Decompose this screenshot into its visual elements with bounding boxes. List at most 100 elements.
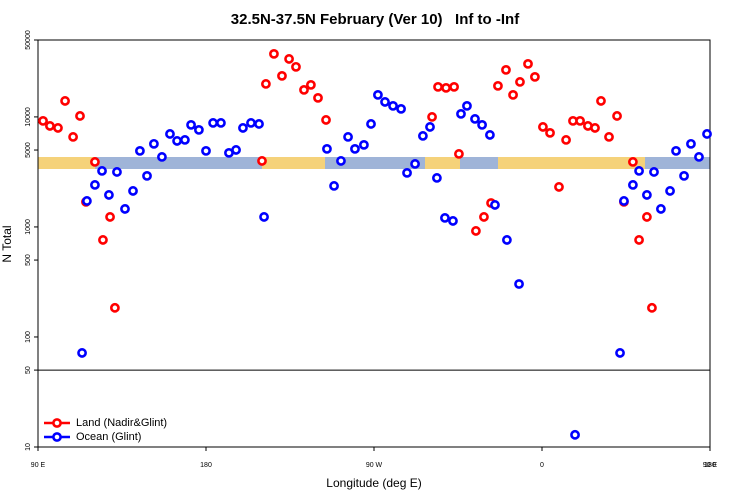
x-tick-label: 90 W: [366, 462, 383, 469]
point: [515, 77, 525, 87]
point: [186, 119, 196, 130]
point: [120, 204, 130, 214]
y-axis-label: N Total: [0, 225, 14, 262]
point: [45, 121, 55, 131]
point: [216, 118, 226, 128]
y-tick-label: 100: [25, 331, 32, 343]
point: [441, 82, 451, 93]
point: [686, 138, 696, 149]
point: [313, 92, 323, 103]
point: [172, 136, 182, 146]
point: [649, 167, 659, 177]
chart-title: 32.5N-37.5N February (Ver 10) Inf to -In…: [231, 11, 520, 28]
point: [82, 196, 92, 206]
point: [194, 124, 204, 135]
point: [231, 145, 241, 155]
x-tick-label: 90 E: [31, 462, 46, 469]
point: [514, 279, 524, 289]
point: [647, 302, 657, 313]
plot-frame: [37, 39, 711, 448]
point: [359, 139, 369, 150]
point: [561, 135, 571, 145]
point: [642, 212, 652, 222]
point: [679, 170, 689, 181]
x-tick-label: 180: [200, 462, 212, 469]
point: [110, 302, 120, 313]
point: [277, 70, 287, 81]
y-tick-label: 500: [25, 254, 32, 266]
point: [628, 157, 638, 167]
point: [410, 159, 420, 169]
point: [604, 132, 614, 142]
point: [257, 156, 267, 166]
y-tick-label: 10000: [25, 107, 32, 127]
point: [90, 180, 100, 190]
point: [570, 429, 580, 440]
point: [259, 212, 269, 222]
point: [329, 181, 339, 191]
point: [201, 145, 211, 156]
x-tick-label: 180: [704, 462, 716, 469]
point: [433, 81, 443, 92]
point: [477, 119, 487, 130]
point: [634, 166, 644, 176]
point: [98, 235, 108, 245]
x-tick-label: 0: [540, 462, 544, 469]
point: [350, 143, 360, 154]
point: [105, 212, 115, 222]
point: [291, 61, 301, 72]
point: [418, 131, 428, 141]
point: [75, 111, 85, 121]
point: [180, 135, 190, 145]
point: [596, 96, 606, 106]
map-strip: [38, 157, 710, 169]
y-tick-label: 10: [25, 443, 32, 451]
x-axis-label: Longitude (deg E): [326, 476, 421, 490]
legend-label: Land (Nadir&Glint): [76, 417, 167, 429]
point: [402, 167, 412, 178]
point: [456, 108, 466, 119]
point: [440, 213, 450, 223]
point: [642, 190, 652, 200]
y-tick-label: 50000: [25, 30, 32, 50]
point: [322, 143, 332, 154]
point: [373, 89, 383, 100]
point: [665, 186, 675, 196]
point: [149, 138, 159, 149]
point: [284, 54, 294, 64]
point: [628, 180, 638, 190]
point: [479, 212, 489, 222]
point: [590, 123, 600, 133]
point: [545, 127, 555, 138]
point: [432, 173, 442, 183]
point: [702, 129, 712, 139]
point: [454, 149, 464, 159]
point: [471, 226, 481, 236]
point: [128, 186, 138, 196]
point: [104, 190, 114, 200]
point: [502, 235, 512, 245]
point: [485, 130, 495, 140]
point: [68, 132, 78, 142]
point: [306, 79, 316, 90]
point: [261, 79, 271, 89]
y-tick-label: 5000: [25, 142, 32, 158]
point: [254, 119, 264, 129]
point: [470, 114, 480, 124]
point: [694, 152, 704, 162]
point: [343, 132, 353, 142]
point: [462, 101, 472, 111]
legend-marker: [52, 432, 62, 442]
point: [299, 84, 309, 95]
point: [612, 111, 622, 121]
point: [523, 58, 533, 69]
point: [425, 122, 435, 132]
point: [490, 200, 500, 210]
legend-marker: [52, 418, 62, 428]
point: [530, 71, 540, 82]
point: [575, 115, 585, 126]
point: [112, 167, 122, 177]
point: [493, 80, 503, 91]
point: [77, 348, 87, 358]
